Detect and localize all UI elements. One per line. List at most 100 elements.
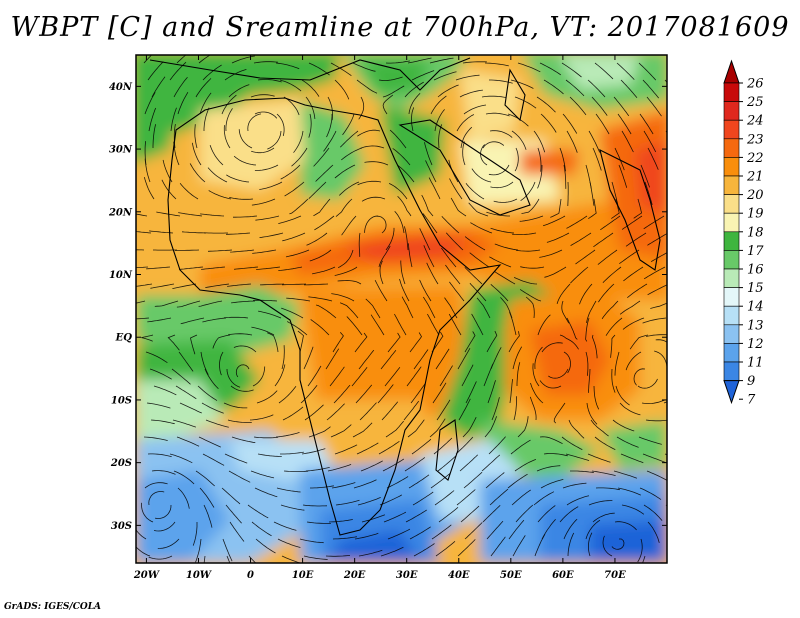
streamline bbox=[249, 414, 274, 421]
streamline bbox=[494, 271, 516, 285]
streamline bbox=[267, 332, 279, 353]
streamline bbox=[529, 396, 537, 421]
streamline bbox=[335, 499, 360, 506]
streamline bbox=[489, 488, 509, 506]
streamline bbox=[540, 479, 564, 489]
streamline bbox=[251, 198, 276, 206]
streamline bbox=[233, 155, 257, 166]
streamline bbox=[514, 459, 537, 472]
streamline bbox=[247, 113, 262, 132]
streamline bbox=[614, 147, 625, 171]
streamline bbox=[617, 113, 632, 135]
streamline bbox=[280, 504, 305, 511]
streamline bbox=[486, 520, 504, 540]
streamline bbox=[623, 266, 644, 282]
streamline bbox=[537, 147, 542, 172]
streamline bbox=[360, 460, 383, 472]
streamline bbox=[357, 497, 381, 506]
streamline bbox=[455, 74, 480, 81]
streamline bbox=[397, 196, 412, 217]
streamline bbox=[404, 226, 409, 251]
streamline bbox=[570, 266, 589, 284]
streamline bbox=[169, 453, 193, 464]
streamline bbox=[283, 470, 309, 472]
streamline bbox=[507, 473, 528, 489]
streamline bbox=[643, 215, 665, 230]
streamline bbox=[314, 215, 335, 231]
streamline bbox=[616, 436, 639, 448]
streamline bbox=[533, 130, 546, 153]
lon-label: 40E bbox=[448, 570, 470, 581]
streamline bbox=[585, 351, 589, 376]
streamline bbox=[179, 402, 202, 414]
streamline bbox=[247, 504, 269, 519]
streamline bbox=[293, 130, 304, 153]
streamline bbox=[388, 183, 408, 200]
streamline bbox=[438, 506, 459, 523]
streamline bbox=[341, 215, 357, 236]
streamline bbox=[173, 76, 188, 98]
colorbar-swatch bbox=[723, 138, 740, 158]
streamline bbox=[327, 96, 333, 121]
streamline bbox=[544, 266, 567, 278]
streamline bbox=[437, 455, 457, 472]
streamline bbox=[332, 332, 344, 353]
streamline bbox=[341, 147, 363, 161]
streamline bbox=[147, 453, 172, 458]
streamline bbox=[378, 245, 391, 268]
streamline bbox=[192, 522, 198, 546]
streamline bbox=[353, 479, 377, 489]
streamline bbox=[199, 487, 215, 508]
streamline bbox=[141, 502, 154, 523]
lon-label: 20E bbox=[343, 570, 366, 581]
streamline bbox=[590, 419, 609, 437]
streamline bbox=[484, 416, 497, 438]
coastline-africa bbox=[167, 97, 502, 536]
streamline bbox=[178, 212, 203, 217]
streamline bbox=[224, 453, 248, 464]
colorbar-label: 17 bbox=[747, 244, 764, 259]
colorbar-swatch bbox=[723, 268, 740, 288]
streamline bbox=[561, 300, 570, 324]
streamline bbox=[550, 198, 562, 218]
streamline bbox=[258, 310, 282, 319]
streamline bbox=[537, 505, 556, 523]
streamline bbox=[431, 524, 452, 540]
streamline bbox=[411, 438, 432, 455]
streamline bbox=[227, 283, 252, 287]
streamline bbox=[310, 319, 330, 336]
streamline bbox=[305, 96, 316, 119]
streamline bbox=[203, 555, 206, 563]
streamline bbox=[175, 385, 197, 400]
streamline bbox=[382, 85, 405, 98]
streamline bbox=[461, 364, 474, 387]
streamline bbox=[310, 485, 334, 489]
streamline bbox=[385, 227, 395, 251]
streamline bbox=[381, 401, 399, 421]
tick-marks bbox=[136, 55, 667, 563]
streamline bbox=[410, 383, 426, 404]
lon-label: 0 bbox=[247, 570, 254, 581]
streamline bbox=[567, 532, 575, 557]
streamline bbox=[189, 163, 206, 183]
streamline bbox=[361, 514, 386, 523]
streamline bbox=[148, 107, 157, 132]
streamline bbox=[323, 130, 337, 152]
streamline bbox=[601, 300, 619, 320]
streamline bbox=[337, 249, 354, 269]
streamline bbox=[449, 178, 463, 200]
streamline bbox=[227, 419, 252, 423]
streamline bbox=[339, 181, 360, 196]
streamline bbox=[177, 92, 189, 115]
streamline bbox=[301, 448, 326, 455]
streamline bbox=[515, 504, 534, 523]
colorbar-swatch bbox=[723, 361, 740, 381]
coastline-caspian bbox=[504, 68, 526, 122]
streamline bbox=[566, 317, 578, 340]
streamline bbox=[493, 198, 518, 203]
streamline bbox=[201, 266, 226, 270]
streamline bbox=[665, 130, 667, 134]
streamline bbox=[488, 164, 510, 176]
streamline bbox=[413, 543, 435, 557]
